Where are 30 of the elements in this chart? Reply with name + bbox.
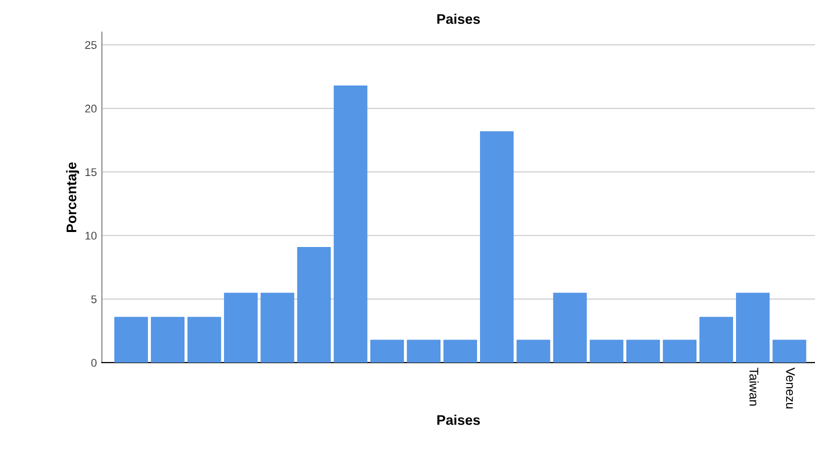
bar (334, 86, 368, 363)
bar (150, 316, 185, 363)
y-axis-title: Porcentaje (66, 162, 80, 232)
bar (114, 316, 148, 363)
x-tick-label: Venezu (786, 368, 795, 408)
y-tick-label: 0 (91, 358, 97, 367)
bar (260, 292, 294, 363)
bar (224, 292, 258, 363)
bar (553, 292, 587, 363)
y-tick-label: 25 (85, 41, 97, 49)
bar (297, 246, 331, 363)
y-tick-label: 20 (85, 104, 97, 113)
bar (626, 340, 660, 363)
y-tick-label: 15 (86, 168, 97, 176)
chart-title: Paises (437, 14, 480, 24)
bar (662, 340, 697, 363)
bar (736, 292, 770, 363)
y-tick-label: 10 (86, 232, 97, 240)
bar (699, 316, 734, 363)
bar (480, 131, 514, 363)
bar (187, 316, 222, 363)
bar (772, 340, 806, 363)
bar (516, 340, 550, 363)
y-tick-label: 5 (91, 295, 97, 304)
x-axis-title: Paises (437, 414, 480, 425)
bar (370, 340, 404, 363)
bar (406, 340, 441, 363)
x-tick-label: Taiwan (749, 368, 759, 406)
bar (443, 340, 478, 363)
bar (590, 340, 624, 363)
